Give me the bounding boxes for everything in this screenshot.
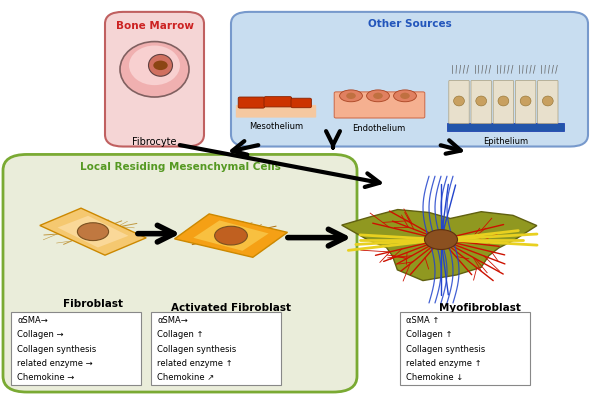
Ellipse shape: [520, 96, 531, 106]
Text: Collagen ↑: Collagen ↑: [406, 330, 453, 339]
Text: Collagen synthesis: Collagen synthesis: [17, 345, 97, 354]
FancyBboxPatch shape: [447, 123, 564, 131]
Polygon shape: [175, 214, 287, 257]
Ellipse shape: [425, 230, 458, 249]
FancyBboxPatch shape: [264, 97, 292, 107]
FancyBboxPatch shape: [493, 80, 514, 124]
Text: αSMA→: αSMA→: [17, 316, 48, 325]
FancyBboxPatch shape: [400, 312, 530, 385]
Text: Other Sources: Other Sources: [368, 19, 451, 29]
Ellipse shape: [476, 96, 487, 106]
FancyBboxPatch shape: [231, 12, 588, 147]
FancyBboxPatch shape: [334, 92, 425, 118]
FancyBboxPatch shape: [236, 105, 316, 118]
Text: Collagen ↑: Collagen ↑: [157, 330, 204, 339]
Polygon shape: [40, 208, 146, 255]
Ellipse shape: [346, 93, 356, 99]
Text: Activated Fibroblast: Activated Fibroblast: [171, 303, 291, 313]
Polygon shape: [342, 209, 537, 281]
Text: Fibroblast: Fibroblast: [63, 299, 123, 309]
Text: related enzyme ↑: related enzyme ↑: [406, 359, 482, 368]
Text: Bone Marrow: Bone Marrow: [115, 21, 193, 30]
Text: Fibrocyte: Fibrocyte: [132, 137, 177, 147]
FancyBboxPatch shape: [238, 97, 265, 108]
FancyBboxPatch shape: [105, 12, 204, 147]
FancyBboxPatch shape: [151, 312, 281, 385]
Ellipse shape: [340, 90, 362, 102]
Ellipse shape: [373, 93, 383, 99]
Text: Chemokine ↓: Chemokine ↓: [406, 373, 463, 382]
Text: Myofibroblast: Myofibroblast: [439, 303, 521, 313]
Ellipse shape: [498, 96, 509, 106]
Ellipse shape: [215, 226, 247, 245]
FancyBboxPatch shape: [515, 80, 536, 124]
Ellipse shape: [400, 93, 410, 99]
Text: αSMA→: αSMA→: [157, 316, 188, 325]
Text: Chemokine →: Chemokine →: [17, 373, 74, 382]
Ellipse shape: [542, 96, 553, 106]
Ellipse shape: [394, 90, 416, 102]
Text: Local Residing Mesenchymal Cells: Local Residing Mesenchymal Cells: [80, 162, 280, 171]
FancyBboxPatch shape: [3, 154, 357, 392]
Ellipse shape: [129, 46, 180, 85]
FancyBboxPatch shape: [291, 98, 311, 108]
Text: Collagen synthesis: Collagen synthesis: [406, 345, 485, 354]
Text: Collagen →: Collagen →: [17, 330, 64, 339]
Text: Collagen synthesis: Collagen synthesis: [157, 345, 236, 354]
Text: αSMA ↑: αSMA ↑: [406, 316, 440, 325]
Text: related enzyme →: related enzyme →: [17, 359, 93, 368]
Ellipse shape: [454, 96, 464, 106]
Polygon shape: [58, 216, 128, 248]
Polygon shape: [193, 221, 269, 251]
Ellipse shape: [367, 90, 389, 102]
Text: Chemokine ↗: Chemokine ↗: [157, 373, 214, 382]
FancyBboxPatch shape: [11, 312, 141, 385]
Ellipse shape: [120, 42, 189, 97]
FancyBboxPatch shape: [471, 80, 491, 124]
FancyBboxPatch shape: [449, 80, 469, 124]
FancyBboxPatch shape: [538, 80, 558, 124]
Circle shape: [154, 61, 168, 70]
Ellipse shape: [149, 54, 173, 76]
Text: Mesothelium: Mesothelium: [249, 122, 303, 131]
Ellipse shape: [77, 223, 109, 240]
Text: Epithelium: Epithelium: [482, 137, 528, 146]
Text: related enzyme ↑: related enzyme ↑: [157, 359, 233, 368]
Text: Endothelium: Endothelium: [353, 124, 406, 133]
